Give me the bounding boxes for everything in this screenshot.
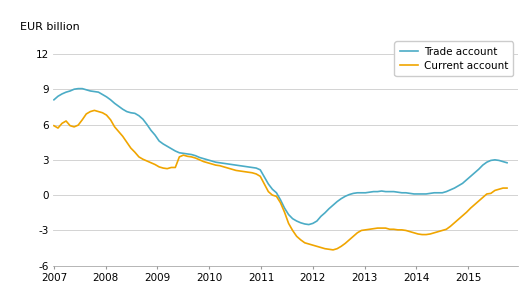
Current account (399, 228, 405, 232)
Legend: Trade account, Current account: Trade account, Current account (395, 41, 513, 76)
Current account (63, 119, 69, 123)
Current account (200, 160, 207, 163)
Trade account (435, 191, 441, 194)
Trade account (480, 163, 486, 167)
Trade account (67, 89, 74, 93)
Trade account (306, 223, 312, 226)
Trade account (399, 191, 405, 194)
Trade account (504, 161, 510, 165)
Text: EUR billion: EUR billion (20, 22, 80, 32)
Current account (504, 186, 510, 190)
Current account (67, 124, 74, 127)
Trade account (200, 157, 207, 160)
Current account (330, 248, 336, 252)
Current account (480, 196, 486, 199)
Line: Current account: Current account (54, 111, 507, 250)
Trade account (75, 87, 81, 90)
Line: Trade account: Trade account (54, 88, 507, 225)
Current account (91, 109, 97, 112)
Current account (51, 124, 57, 127)
Trade account (63, 90, 69, 94)
Current account (435, 230, 441, 233)
Trade account (51, 98, 57, 101)
